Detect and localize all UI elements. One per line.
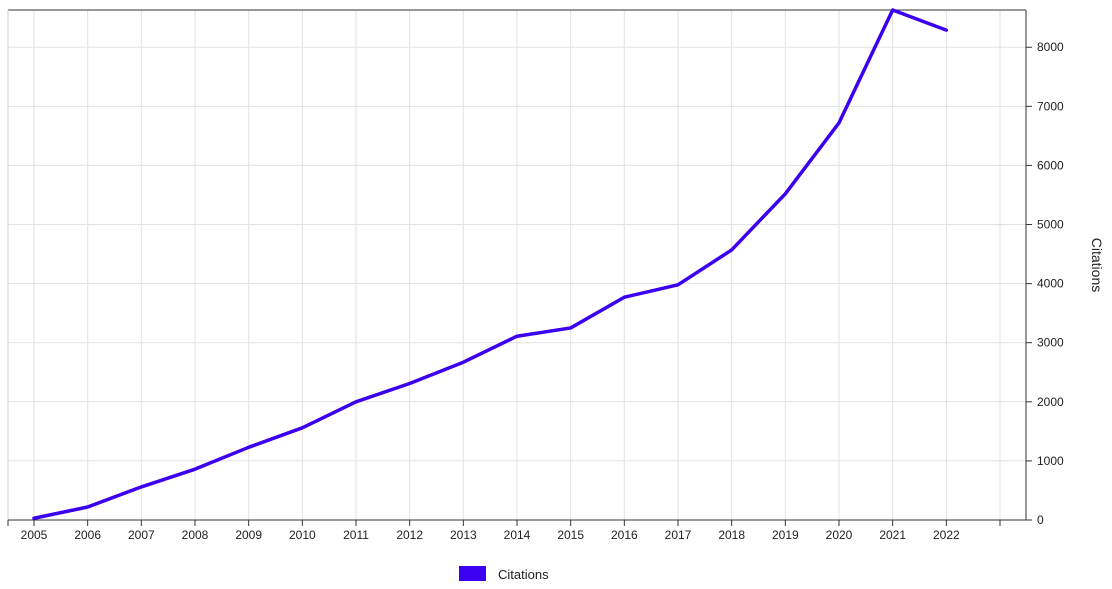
y-tick-label: 2000 bbox=[1037, 395, 1064, 409]
x-tick-label: 2020 bbox=[826, 528, 853, 542]
x-tick-label: 2019 bbox=[772, 528, 799, 542]
y-tick-label: 6000 bbox=[1037, 158, 1064, 172]
x-tick-label: 2009 bbox=[235, 528, 262, 542]
y-tick-label: 8000 bbox=[1037, 40, 1064, 54]
x-tick-label: 2017 bbox=[665, 528, 692, 542]
x-tick-label: 2005 bbox=[21, 528, 48, 542]
y-tick-label: 7000 bbox=[1037, 99, 1064, 113]
y-tick-label: 0 bbox=[1037, 513, 1044, 527]
x-tick-label: 2015 bbox=[557, 528, 584, 542]
x-tick-label: 2021 bbox=[879, 528, 906, 542]
y-tick-label: 1000 bbox=[1037, 454, 1064, 468]
y-tick-label: 3000 bbox=[1037, 336, 1064, 350]
x-tick-label: 2013 bbox=[450, 528, 477, 542]
y-axis-title: Citations bbox=[1089, 238, 1105, 292]
axis-layer: 2005 2006 2007 2008 2009 2010 2011 2012 2013 2014… bbox=[7, 9, 1064, 542]
legend-swatch[interactable] bbox=[459, 566, 486, 581]
series-layer bbox=[32, 8, 949, 520]
series-line-citations[interactable] bbox=[32, 8, 949, 520]
x-tick-label: 2022 bbox=[933, 528, 960, 542]
x-tick-label: 2006 bbox=[74, 528, 101, 542]
x-tick-label: 2008 bbox=[182, 528, 209, 542]
x-tick-label: 2010 bbox=[289, 528, 316, 542]
legend-label[interactable]: Citations bbox=[498, 567, 549, 582]
x-tick-label: 2014 bbox=[504, 528, 531, 542]
legend[interactable]: Citations bbox=[459, 566, 549, 582]
y-tick-label: 4000 bbox=[1037, 277, 1064, 291]
x-tick-label: 2011 bbox=[343, 528, 369, 542]
grid-layer bbox=[8, 10, 1026, 520]
y-tick-label: 5000 bbox=[1037, 218, 1064, 232]
x-tick-label: 2007 bbox=[128, 528, 155, 542]
x-tick-label: 2016 bbox=[611, 528, 638, 542]
x-tick-label: 2012 bbox=[396, 528, 423, 542]
x-tick-label: 2018 bbox=[718, 528, 745, 542]
